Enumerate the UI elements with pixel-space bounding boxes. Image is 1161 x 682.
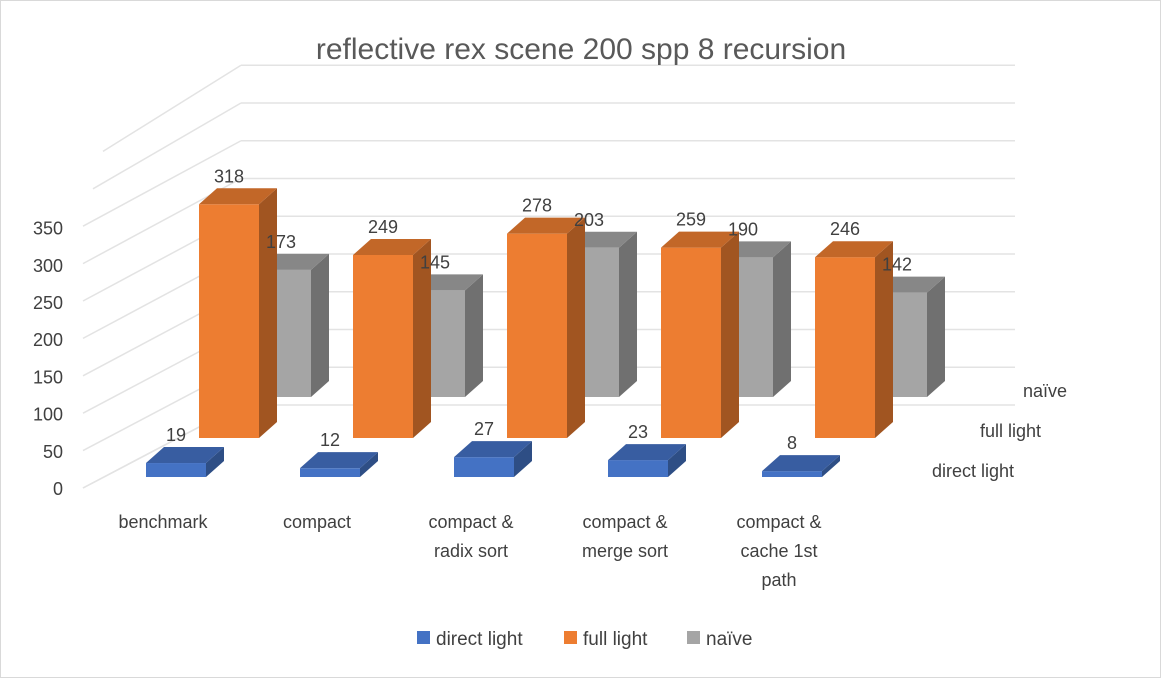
bar-top <box>608 444 686 461</box>
bar-side <box>311 253 329 397</box>
legend-swatch <box>687 631 700 644</box>
data-label: 142 <box>882 255 912 275</box>
category-label: compact & radix sort <box>428 512 513 561</box>
bar-full-light-0 <box>199 188 277 438</box>
category-label: benchmark <box>118 512 208 532</box>
bar-side <box>822 455 840 477</box>
data-label: 246 <box>830 219 860 239</box>
gridline-side <box>82 140 242 227</box>
data-label: 23 <box>628 422 648 442</box>
data-label: 190 <box>728 219 758 239</box>
gridline-side <box>92 102 242 190</box>
bar-side <box>567 217 585 438</box>
bar-side <box>875 241 893 438</box>
legend-swatch <box>564 631 577 644</box>
series-depth-label: direct light <box>932 461 1014 481</box>
data-label: 12 <box>320 430 340 450</box>
bar-top <box>815 241 893 258</box>
bar-side <box>721 231 739 438</box>
bar-top <box>353 238 431 255</box>
bar-side <box>619 231 637 397</box>
chart-title: reflective rex scene 200 spp 8 recursion <box>316 33 846 66</box>
legend-label: naïve <box>706 629 752 650</box>
gridline-side <box>102 64 242 153</box>
y-tick-label: 100 <box>33 405 63 425</box>
category-label: compact & cache 1st path <box>736 512 821 590</box>
bars <box>146 188 945 477</box>
series-depth-label: full light <box>980 421 1041 441</box>
bar-front <box>507 233 567 438</box>
category-label: compact & merge sort <box>582 512 668 561</box>
y-tick-label: 250 <box>33 293 63 313</box>
bar-front <box>300 468 360 477</box>
y-tick-label: 0 <box>53 479 63 499</box>
legend-swatch <box>417 631 430 644</box>
bar-direct-light-0 <box>146 447 224 477</box>
bar-front <box>815 257 875 438</box>
bar-front <box>199 204 259 438</box>
legend-item: naïve <box>687 629 752 650</box>
bar-direct-light-2 <box>454 441 532 477</box>
x-axis-categories: benchmark compact compact & radix sort compa… <box>118 512 821 590</box>
data-label: 27 <box>474 419 494 439</box>
bar-front <box>146 463 206 477</box>
bar-front <box>454 457 514 477</box>
bar-side <box>413 238 431 438</box>
bar-top <box>454 441 532 458</box>
bar-full-light-4 <box>815 241 893 438</box>
bar-full-light-2 <box>507 217 585 438</box>
bar-full-light-1 <box>353 238 431 438</box>
data-label: 145 <box>420 252 450 272</box>
data-label: 8 <box>787 433 797 453</box>
legend-label: direct light <box>436 629 523 650</box>
bar-top <box>300 452 378 469</box>
bar-direct-light-3 <box>608 444 686 477</box>
bar-side <box>360 452 378 477</box>
series-depth-labels: direct light full light naïve <box>932 381 1067 481</box>
data-label: 318 <box>214 166 244 186</box>
y-tick-label: 300 <box>33 256 63 276</box>
legend-item: direct light <box>417 629 523 650</box>
bar-front <box>608 460 668 477</box>
bar-side <box>668 444 686 477</box>
bar-side <box>514 441 532 477</box>
bar-top <box>199 188 277 205</box>
y-axis-ticks: 0 50 100 150 200 250 300 350 <box>33 219 63 499</box>
data-label: 259 <box>676 210 706 230</box>
bar-top <box>762 455 840 472</box>
y-tick-label: 350 <box>33 219 63 239</box>
category-label: compact <box>283 512 351 532</box>
data-labels: 173 145 203 190 142 318 249 278 259 246 19 12 27 23 8 <box>166 166 912 453</box>
bar-top <box>146 447 224 464</box>
bar-front <box>353 254 413 438</box>
bar-direct-light-4 <box>762 455 840 477</box>
bar-top <box>507 217 585 234</box>
y-tick-label: 150 <box>33 367 63 387</box>
bar-full-light-3 <box>661 231 739 438</box>
bar-side <box>259 188 277 438</box>
y-tick-label: 50 <box>43 442 63 462</box>
data-label: 203 <box>574 210 604 230</box>
legend: direct light full light naïve <box>417 629 752 650</box>
legend-item: full light <box>564 629 648 650</box>
series-depth-label: naïve <box>1023 381 1067 401</box>
data-label: 249 <box>368 217 398 237</box>
bar-front <box>762 471 822 477</box>
data-label: 173 <box>266 232 296 252</box>
legend-label: full light <box>583 629 648 650</box>
bar-direct-light-1 <box>300 452 378 477</box>
bar-front <box>661 247 721 438</box>
bar-side <box>773 241 791 397</box>
data-label: 278 <box>522 196 552 216</box>
y-tick-label: 200 <box>33 330 63 350</box>
data-label: 19 <box>166 425 186 445</box>
bar-top <box>661 231 739 248</box>
bar-side <box>206 447 224 477</box>
bar-side <box>927 276 945 397</box>
bar-side <box>465 274 483 397</box>
